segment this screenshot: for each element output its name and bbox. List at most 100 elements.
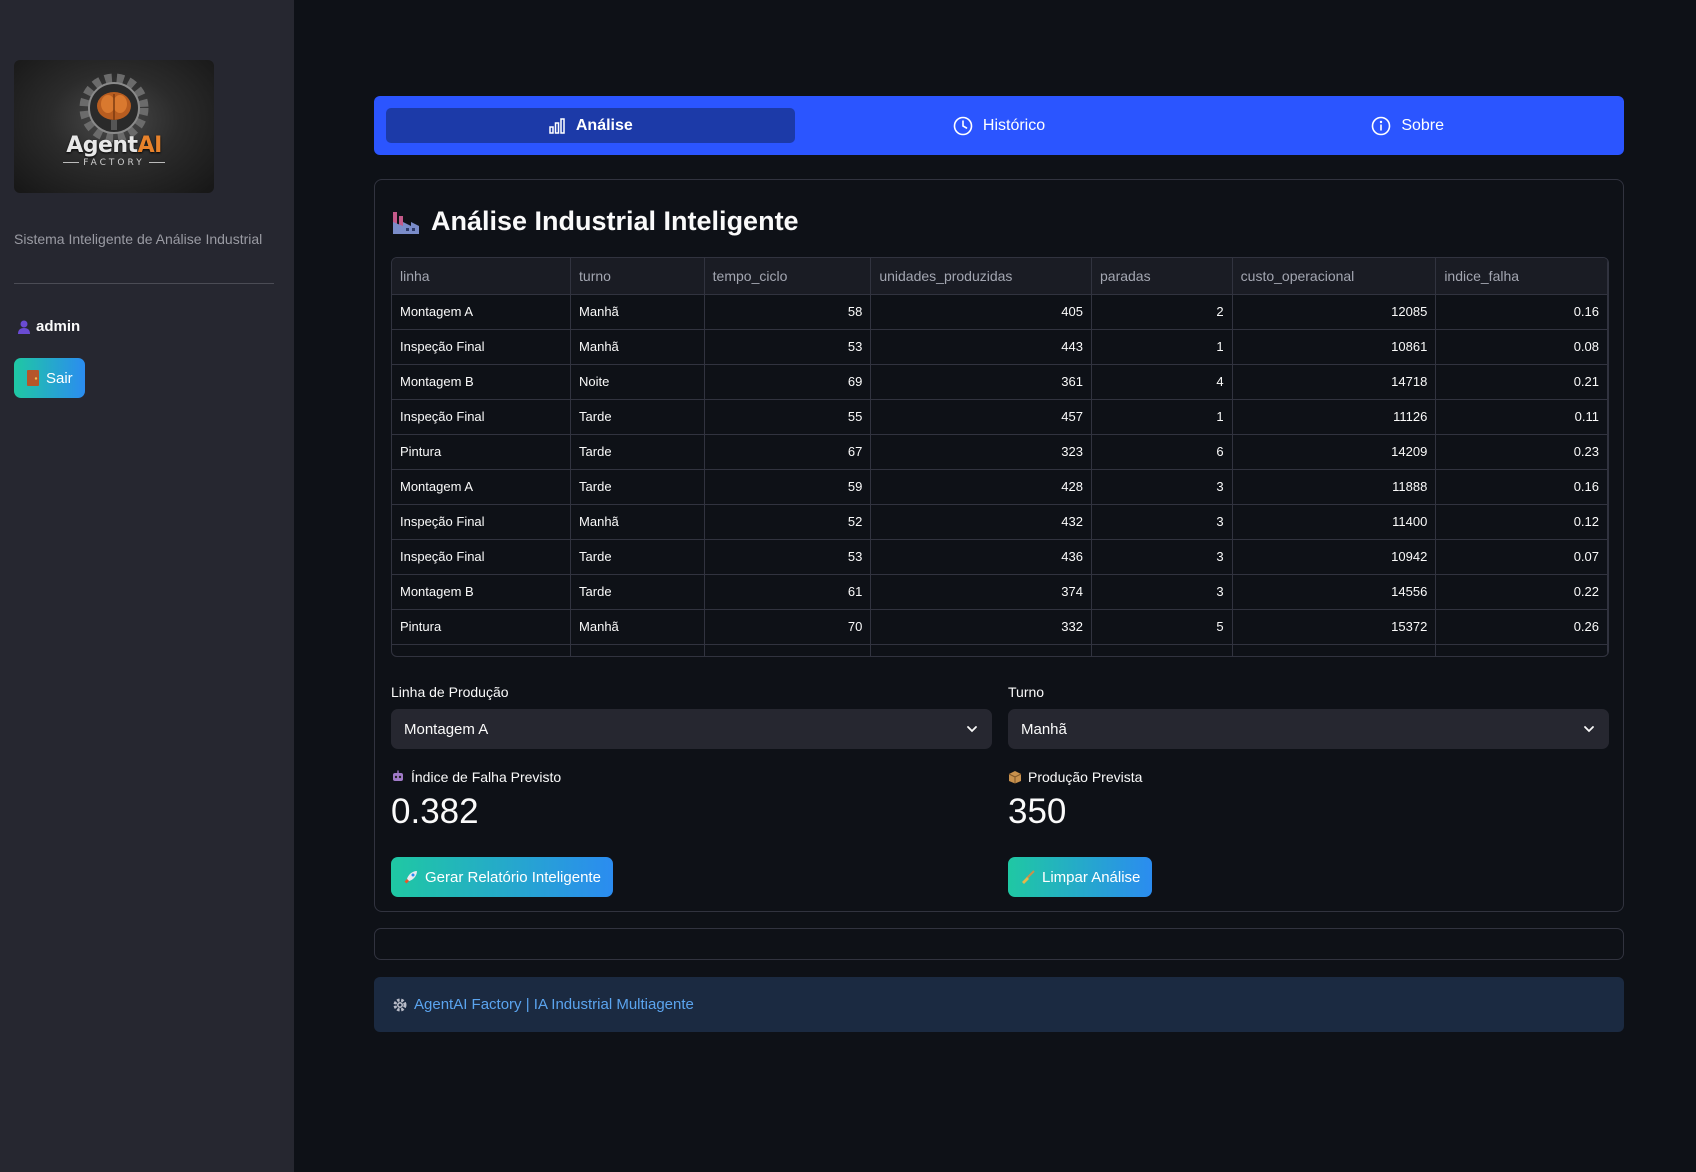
table-cell-custo_operacional[interactable]: 11888 xyxy=(1232,469,1437,505)
table-cell-linha[interactable]: Inspeção Final xyxy=(392,504,572,540)
table-cell-tempo_ciclo[interactable]: 53 xyxy=(704,539,872,575)
table-cell-indice_falha[interactable]: 0.26 xyxy=(1435,609,1608,645)
table-row[interactable]: Montagem A Manhã 58 405 2 12085 0.16 xyxy=(392,294,1608,330)
table-cell-indice_falha[interactable]: 0.07 xyxy=(1435,539,1608,575)
table-cell-linha[interactable]: Inspeção Final xyxy=(392,539,572,575)
table-cell-custo_operacional[interactable]: 14209 xyxy=(1232,434,1437,470)
table-row[interactable]: Pintura Manhã 70 332 5 15372 0.26 xyxy=(392,609,1608,645)
table-cell-tempo_ciclo[interactable]: 52 xyxy=(704,504,872,540)
tab-label: Análise xyxy=(575,116,633,134)
table-cell-paradas[interactable]: 2 xyxy=(1091,294,1233,330)
table-cell-linha[interactable]: Montagem A xyxy=(392,469,572,505)
column-header[interactable]: linha xyxy=(392,258,572,295)
table-cell-paradas[interactable]: 3 xyxy=(1091,574,1233,610)
table-cell-custo_operacional[interactable]: 15372 xyxy=(1232,609,1437,645)
table-cell-unidades_produzidas[interactable]: 443 xyxy=(870,329,1092,365)
table-cell-indice_falha[interactable]: 0.16 xyxy=(1435,294,1608,330)
table-cell-tempo_ciclo[interactable]: 53 xyxy=(704,329,872,365)
table-row[interactable]: Inspeção Final Manhã 52 432 3 11400 0.12 xyxy=(392,504,1608,540)
logout-button[interactable]: Sair xyxy=(14,358,85,398)
table-cell-unidades_produzidas[interactable]: 457 xyxy=(870,399,1092,435)
tab-historico[interactable]: Histórico xyxy=(795,108,1204,143)
table-cell-indice_falha[interactable]: 0.11 xyxy=(1435,399,1608,435)
table-cell-custo_operacional[interactable]: 14718 xyxy=(1232,364,1437,400)
clear-analysis-button[interactable]: Limpar Análise xyxy=(1008,857,1153,897)
table-cell-linha[interactable]: Pintura xyxy=(392,609,572,645)
table-row[interactable]: Inspeção Final Tarde 53 436 3 10942 0.07 xyxy=(392,539,1608,575)
table-cell-paradas[interactable]: 5 xyxy=(1091,609,1233,645)
column-header[interactable]: tempo_ciclo xyxy=(704,258,872,295)
table-cell-custo_operacional[interactable]: 11400 xyxy=(1232,504,1437,540)
table-cell-linha[interactable]: Inspeção Final xyxy=(392,329,572,365)
generate-report-button[interactable]: Gerar Relatório Inteligente xyxy=(391,857,613,897)
table-cell-unidades_produzidas[interactable]: 436 xyxy=(870,539,1092,575)
table-cell-turno[interactable]: Manhã xyxy=(570,609,705,645)
table-cell-tempo_ciclo[interactable]: 61 xyxy=(704,574,872,610)
table-cell-indice_falha[interactable]: 0.08 xyxy=(1435,329,1608,365)
line-select[interactable]: Montagem A xyxy=(391,709,992,749)
table-cell-unidades_produzidas[interactable]: 428 xyxy=(870,469,1092,505)
table-cell-paradas[interactable]: 3 xyxy=(1091,469,1233,505)
column-header[interactable]: turno xyxy=(570,258,705,295)
table-cell-turno[interactable]: Tarde xyxy=(570,434,705,470)
data-table[interactable]: linha turno tempo_ciclo unidades_produzi… xyxy=(391,257,1609,657)
table-cell-unidades_produzidas[interactable]: 323 xyxy=(870,434,1092,470)
table-cell-turno[interactable]: Tarde xyxy=(570,399,705,435)
tab-sobre[interactable]: Sobre xyxy=(1203,108,1612,143)
column-header[interactable]: paradas xyxy=(1091,258,1233,295)
column-header[interactable]: indice_falha xyxy=(1435,258,1608,295)
table-cell-custo_operacional[interactable]: 10942 xyxy=(1232,539,1437,575)
table-cell-paradas[interactable]: 3 xyxy=(1091,539,1233,575)
tab-analise[interactable]: Análise xyxy=(386,108,795,143)
table-cell-indice_falha[interactable]: 0.12 xyxy=(1435,504,1608,540)
table-row[interactable]: Montagem A Tarde 59 428 3 11888 0.16 xyxy=(392,469,1608,505)
column-header[interactable]: unidades_produzidas xyxy=(870,258,1092,295)
table-cell-paradas[interactable]: 1 xyxy=(1091,399,1233,435)
table-row[interactable]: Montagem B Tarde 61 374 3 14556 0.22 xyxy=(392,574,1608,610)
table-cell-custo_operacional[interactable]: 11126 xyxy=(1232,399,1437,435)
table-cell-unidades_produzidas[interactable]: 432 xyxy=(870,504,1092,540)
table-cell-turno[interactable]: Manhã xyxy=(570,294,705,330)
table-cell-linha[interactable]: Montagem B xyxy=(392,574,572,610)
table-cell-custo_operacional[interactable]: 10861 xyxy=(1232,329,1437,365)
table-cell-linha[interactable]: Montagem A xyxy=(392,294,572,330)
table-cell-linha[interactable]: Inspeção Final xyxy=(392,399,572,435)
table-cell-turno[interactable]: Noite xyxy=(570,364,705,400)
table-cell-indice_falha[interactable]: 0.16 xyxy=(1435,469,1608,505)
table-cell-custo_operacional[interactable]: 12085 xyxy=(1232,294,1437,330)
table-row[interactable]: Inspeção Final Tarde 55 457 1 11126 0.11 xyxy=(392,399,1608,435)
table-cell-tempo_ciclo[interactable]: 59 xyxy=(704,469,872,505)
table-cell-unidades_produzidas[interactable]: 332 xyxy=(870,609,1092,645)
table-cell-unidades_produzidas[interactable]: 374 xyxy=(870,574,1092,610)
table-cell-turno[interactable]: Tarde xyxy=(570,469,705,505)
tab-bar: Análise Histórico Sobre xyxy=(374,96,1624,155)
logo-brand: AgentAI xyxy=(66,133,162,158)
table-row[interactable]: Montagem B Noite 69 361 4 14718 0.21 xyxy=(392,364,1608,400)
table-cell-unidades_produzidas[interactable]: 405 xyxy=(870,294,1092,330)
table-cell-paradas[interactable]: 1 xyxy=(1091,329,1233,365)
table-cell-indice_falha[interactable]: 0.23 xyxy=(1435,434,1608,470)
tab-label: Sobre xyxy=(1401,116,1445,134)
shift-select[interactable]: Manhã xyxy=(1008,709,1609,749)
table-cell-tempo_ciclo[interactable]: 69 xyxy=(704,364,872,400)
table-cell-turno[interactable]: Manhã xyxy=(570,504,705,540)
table-cell-tempo_ciclo[interactable]: 55 xyxy=(704,399,872,435)
table-cell-linha[interactable]: Montagem B xyxy=(392,364,572,400)
table-cell-custo_operacional[interactable]: 14556 xyxy=(1232,574,1437,610)
table-cell-paradas[interactable]: 6 xyxy=(1091,434,1233,470)
column-header[interactable]: custo_operacional xyxy=(1232,258,1437,295)
table-cell-turno[interactable]: Manhã xyxy=(570,329,705,365)
table-row[interactable]: Pintura Tarde 67 323 6 14209 0.23 xyxy=(392,434,1608,470)
table-cell-tempo_ciclo[interactable]: 67 xyxy=(704,434,872,470)
table-cell-paradas[interactable]: 3 xyxy=(1091,504,1233,540)
table-cell-tempo_ciclo[interactable]: 70 xyxy=(704,609,872,645)
table-row[interactable]: Inspeção Final Manhã 53 443 1 10861 0.08 xyxy=(392,329,1608,365)
table-cell-linha[interactable]: Pintura xyxy=(392,434,572,470)
table-cell-unidades_produzidas[interactable]: 361 xyxy=(870,364,1092,400)
table-cell-paradas[interactable]: 4 xyxy=(1091,364,1233,400)
table-cell-indice_falha[interactable]: 0.22 xyxy=(1435,574,1608,610)
table-cell-turno[interactable]: Tarde xyxy=(570,539,705,575)
table-cell-tempo_ciclo[interactable]: 58 xyxy=(704,294,872,330)
table-cell-indice_falha[interactable]: 0.21 xyxy=(1435,364,1608,400)
table-cell-turno[interactable]: Tarde xyxy=(570,574,705,610)
